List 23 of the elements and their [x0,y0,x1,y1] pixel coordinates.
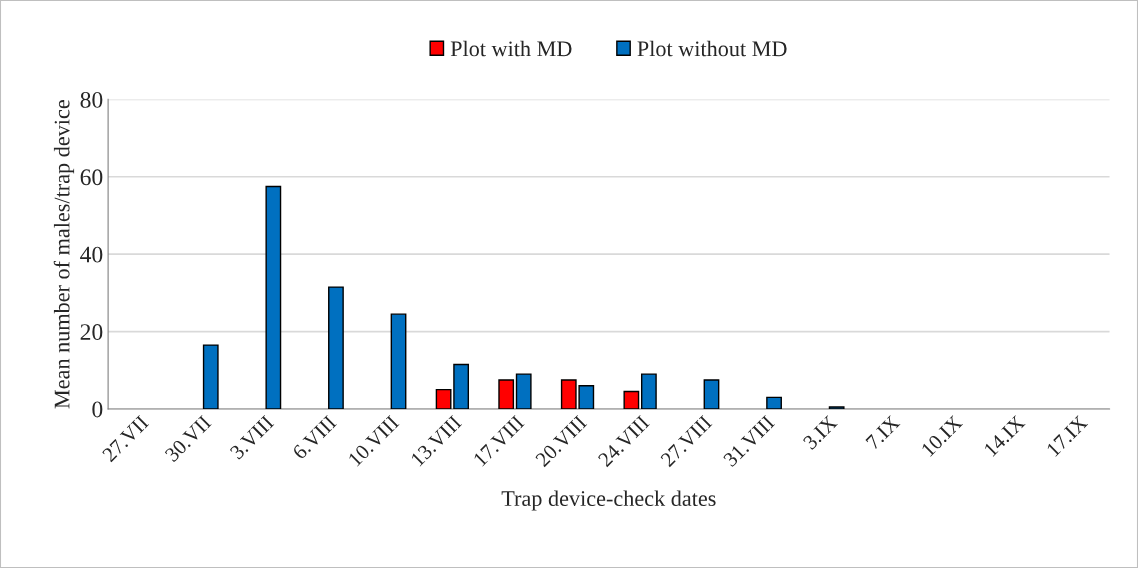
y-tick-label: 20 [80,324,103,340]
x-axis-title: Trap device-check dates [501,490,716,511]
bar [640,373,657,409]
y-tick-label: 60 [80,169,103,186]
bar [328,286,344,409]
x-tick-label: 3.IX [802,414,839,451]
y-tick-label: 0 [92,401,103,418]
bar [498,379,515,409]
bar [766,396,782,409]
bar [390,313,407,409]
bar [703,379,720,409]
x-tick-label: 7.IX [865,414,901,450]
legend-label: Plot without MD [637,40,787,57]
y-tick-label: 40 [80,246,103,263]
bar [515,373,532,409]
bar [623,390,640,409]
bar [453,363,470,409]
bar [265,185,282,409]
legend-label: Plot with MD [450,40,572,57]
y-axis-title: Mean number of males/trap device [53,100,75,409]
bar [202,344,219,409]
bar [435,388,452,409]
y-tick-label: 80 [80,91,103,108]
